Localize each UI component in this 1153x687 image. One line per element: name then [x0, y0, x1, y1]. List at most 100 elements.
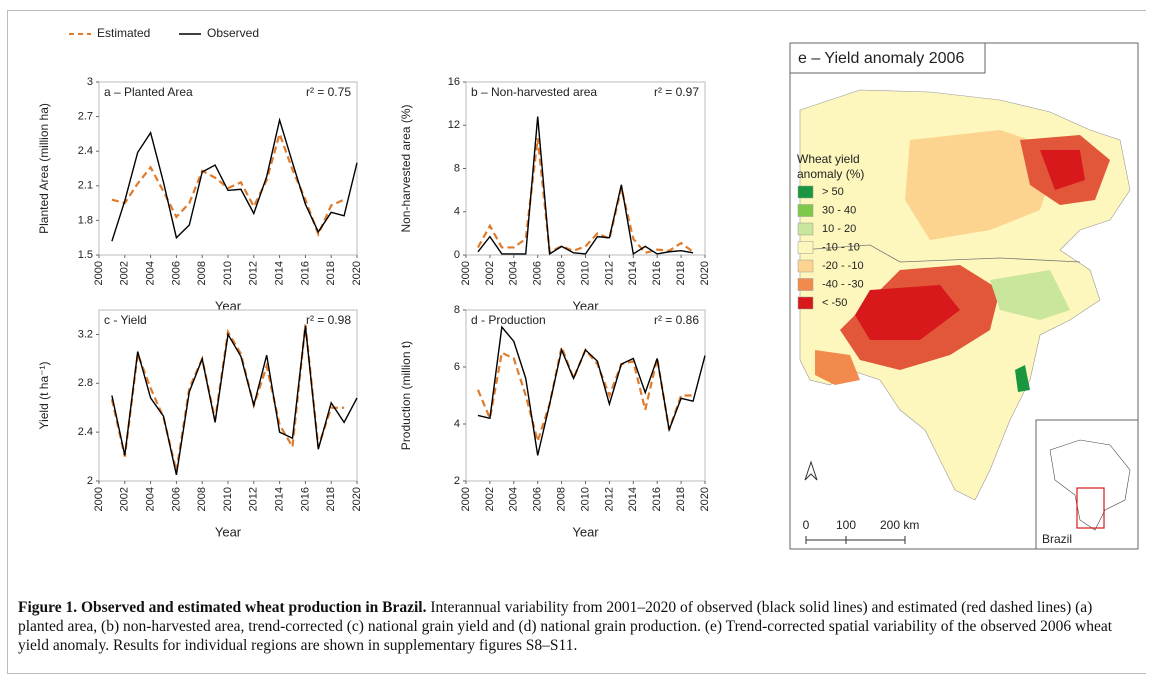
legend-label: 10 - 20 — [822, 223, 856, 235]
x-tick-label: 2000 — [460, 487, 472, 511]
scale-label: 100 — [836, 518, 856, 532]
legend-swatch — [797, 185, 814, 199]
map-region — [905, 130, 1060, 240]
caption: Figure 1. Observed and estimated wheat p… — [18, 598, 1128, 655]
x-tick-label: 2016 — [651, 487, 663, 511]
x-tick-label: 2002 — [119, 261, 131, 285]
x-tick-label: 2014 — [627, 261, 639, 285]
y-axis-label: Yield (t ha⁻¹) — [37, 362, 51, 430]
plot-frame — [465, 81, 706, 256]
y-tick-label: 2.1 — [78, 180, 93, 192]
x-tick-label: 2014 — [274, 261, 286, 285]
inset-highlight — [1076, 487, 1105, 529]
x-tick-label: 2006 — [532, 261, 544, 285]
map-panel: e – Yield anomaly 2006 Wheat yield anoma… — [789, 42, 1139, 550]
legend-label: -10 - 10 — [822, 241, 860, 253]
y-tick-label: 0 — [454, 249, 460, 261]
x-tick-label: 2008 — [196, 487, 208, 511]
y-tick-label: 8 — [454, 304, 460, 316]
x-axis-label: Year — [572, 524, 599, 539]
legend-swatch — [797, 241, 814, 254]
y-tick-label: 2 — [87, 475, 93, 487]
x-tick-label: 2020 — [699, 487, 711, 511]
x-tick-label: 2000 — [93, 261, 105, 285]
x-tick-label: 2000 — [460, 261, 472, 285]
x-tick-label: 2010 — [579, 261, 591, 285]
x-tick-label: 2004 — [145, 261, 157, 285]
x-tick-label: 2002 — [119, 487, 131, 511]
series-line — [111, 325, 358, 476]
x-tick-label: 2012 — [603, 487, 615, 511]
x-tick-label: 2018 — [325, 487, 337, 511]
scale-label: 200 km — [880, 518, 919, 532]
y-axis-label: Non-harvested area (%) — [399, 104, 413, 232]
x-tick-label: 2018 — [675, 261, 687, 285]
panel-title: b – Non-harvested area — [471, 85, 597, 99]
series-line — [476, 343, 694, 446]
r-squared: r² = 0.86 — [654, 313, 699, 327]
x-tick-label: 2008 — [556, 261, 568, 285]
r-squared: r² = 0.97 — [654, 85, 699, 99]
x-tick-label: 2020 — [351, 487, 363, 511]
y-axis-label: Planted Area (million ha) — [37, 103, 51, 234]
x-axis-label: Year — [215, 298, 242, 313]
x-tick-label: 2014 — [274, 487, 286, 511]
panel-title: c - Yield — [104, 313, 147, 327]
x-tick-label: 2010 — [222, 261, 234, 285]
x-tick-label: 2010 — [222, 487, 234, 511]
x-tick-label: 2016 — [299, 487, 311, 511]
y-tick-label: 1.8 — [78, 214, 93, 226]
legend-label: 30 - 40 — [822, 204, 856, 216]
x-tick-label: 2004 — [508, 261, 520, 285]
legend-swatch — [797, 204, 814, 217]
x-tick-label: 2006 — [532, 487, 544, 511]
y-tick-label: 3.2 — [78, 328, 93, 340]
x-tick-label: 2020 — [699, 261, 711, 285]
x-tick-label: 2006 — [170, 487, 182, 511]
x-tick-label: 2002 — [484, 487, 496, 511]
panel-title: a – Planted Area — [104, 85, 193, 99]
legend-label: Observed — [207, 26, 259, 40]
legend-swatch — [797, 296, 814, 310]
series-line — [111, 130, 345, 238]
series-line — [476, 138, 694, 255]
x-tick-label: 2018 — [675, 487, 687, 511]
map-region — [1015, 365, 1030, 392]
y-tick-label: 4 — [454, 418, 460, 430]
series-line — [111, 117, 358, 242]
panel-title: d - Production — [471, 313, 546, 327]
map-title-box — [789, 42, 986, 74]
scale-label: 0 — [803, 518, 810, 532]
r-squared: r² = 0.75 — [306, 85, 351, 99]
x-tick-label: 2004 — [145, 487, 157, 511]
y-tick-label: 12 — [448, 119, 460, 131]
legend-swatch — [797, 222, 814, 236]
legend-label: Estimated — [97, 26, 150, 40]
y-tick-label: 2 — [454, 475, 460, 487]
map-title: e – Yield anomaly 2006 — [798, 50, 964, 67]
y-tick-label: 6 — [454, 361, 460, 373]
x-tick-label: 2016 — [299, 261, 311, 285]
legend-swatch — [797, 259, 814, 273]
x-tick-label: 2006 — [170, 261, 182, 285]
y-tick-label: 2.8 — [78, 377, 93, 389]
inset-brazil — [1049, 439, 1131, 531]
x-axis-label: Year — [572, 298, 599, 313]
legend-label: < -50 — [822, 297, 847, 309]
r-squared: r² = 0.98 — [306, 313, 351, 327]
caption-title: Figure 1. Observed and estimated wheat p… — [18, 599, 427, 616]
legend-title: anomaly (%) — [797, 167, 864, 181]
y-tick-label: 1.5 — [78, 249, 93, 261]
y-tick-label: 2.4 — [78, 426, 93, 438]
y-tick-label: 3 — [87, 76, 93, 88]
figure-frame — [7, 10, 1146, 674]
legend-label: > 50 — [822, 186, 844, 198]
x-tick-label: 2016 — [651, 261, 663, 285]
series-line — [110, 324, 345, 472]
x-tick-label: 2018 — [325, 261, 337, 285]
x-tick-label: 2020 — [351, 261, 363, 285]
map-region — [1040, 150, 1085, 190]
legend-label: -20 - -10 — [822, 260, 864, 272]
plot-frame — [98, 81, 358, 256]
